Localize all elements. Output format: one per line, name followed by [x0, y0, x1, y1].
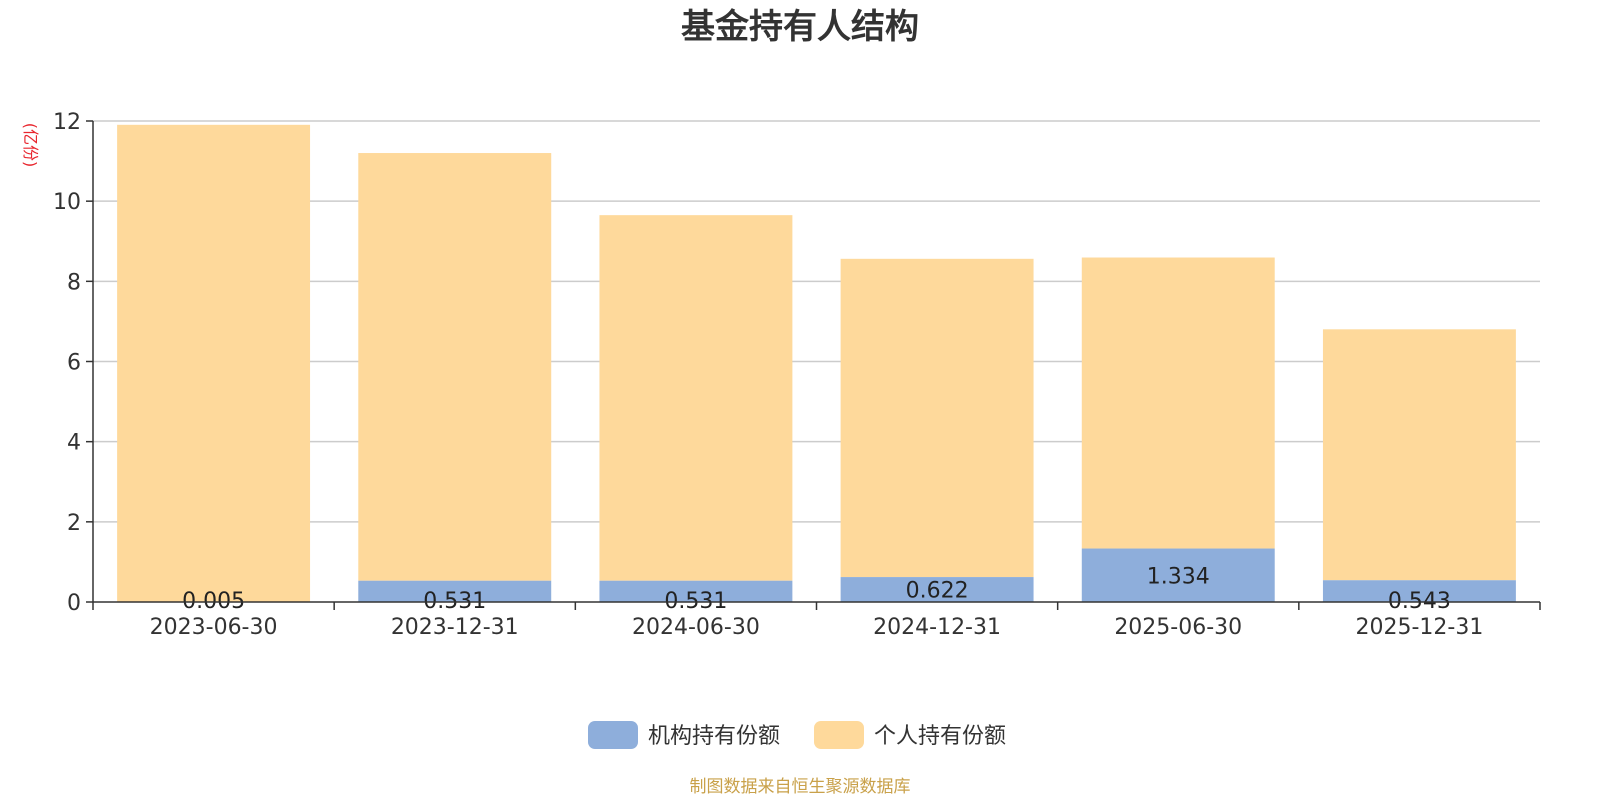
axes: 0 2 4 6 8 10 12 2023-06-30 2023-12-31 2024-06-30 2…	[53, 110, 1541, 640]
x-tick-label: 2024-12-31	[873, 615, 1001, 640]
x-tick-label: 2025-06-30	[1114, 615, 1242, 640]
legend: 机构持有份额 个人持有份额	[588, 721, 1006, 749]
bar-institutional	[1322, 580, 1516, 602]
bar-individual	[1322, 329, 1516, 581]
data-label: 1.334	[1147, 564, 1210, 589]
bar-institutional	[840, 577, 1034, 602]
y-tick-label: 12	[53, 110, 81, 135]
bar-individual	[358, 153, 552, 581]
legend-label: 个人持有份额	[874, 724, 1006, 749]
bar-institutional	[1081, 548, 1275, 602]
x-tick-label: 2023-12-31	[391, 615, 519, 640]
legend-swatch	[588, 721, 638, 749]
y-tick-label: 4	[67, 431, 81, 456]
bar-institutional	[358, 580, 552, 602]
y-tick-label: 10	[53, 190, 81, 215]
data-label: 0.622	[906, 579, 969, 604]
y-tick-label: 8	[67, 270, 81, 295]
legend-swatch	[814, 721, 864, 749]
bar-individual	[1081, 257, 1275, 549]
y-tick-label: 0	[67, 591, 81, 616]
y-tick-label: 6	[67, 351, 81, 376]
source-note: 制图数据来自恒生聚源数据库	[690, 777, 911, 797]
bar-individual	[117, 124, 311, 602]
grid-lines	[93, 120, 1540, 523]
bar-individual	[599, 215, 793, 581]
bar-institutional	[599, 580, 793, 602]
chart-title: 基金持有人结构	[681, 7, 919, 47]
y-axis-unit: (亿份)	[21, 123, 40, 168]
y-tick-label: 2	[67, 511, 81, 536]
legend-label: 机构持有份额	[648, 724, 780, 749]
x-tick-label: 2024-06-30	[632, 615, 760, 640]
bar-individual	[840, 258, 1034, 578]
x-tick-label: 2025-12-31	[1355, 615, 1483, 640]
x-tick-label: 2023-06-30	[150, 615, 278, 640]
